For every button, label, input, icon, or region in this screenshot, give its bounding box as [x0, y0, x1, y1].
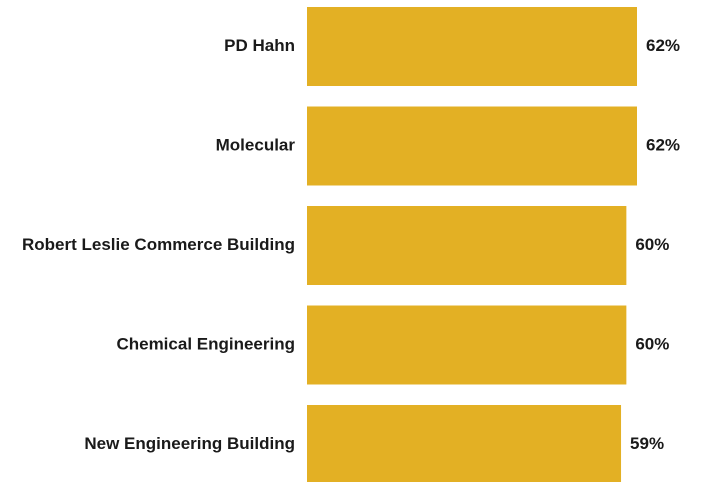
value-label: 60% [635, 235, 669, 254]
value-label: 62% [646, 36, 680, 55]
category-label: New Engineering Building [84, 434, 295, 453]
bar [307, 206, 627, 285]
value-label: 59% [630, 434, 664, 453]
bar [307, 405, 622, 482]
category-label: Chemical Engineering [116, 334, 295, 353]
category-label: PD Hahn [224, 36, 295, 55]
bar [307, 7, 637, 86]
value-label: 60% [635, 334, 669, 353]
bar [307, 305, 627, 385]
value-label: 62% [646, 135, 680, 154]
bar [307, 106, 637, 186]
category-label: Molecular [216, 135, 296, 154]
category-label: Robert Leslie Commerce Building [22, 235, 295, 254]
